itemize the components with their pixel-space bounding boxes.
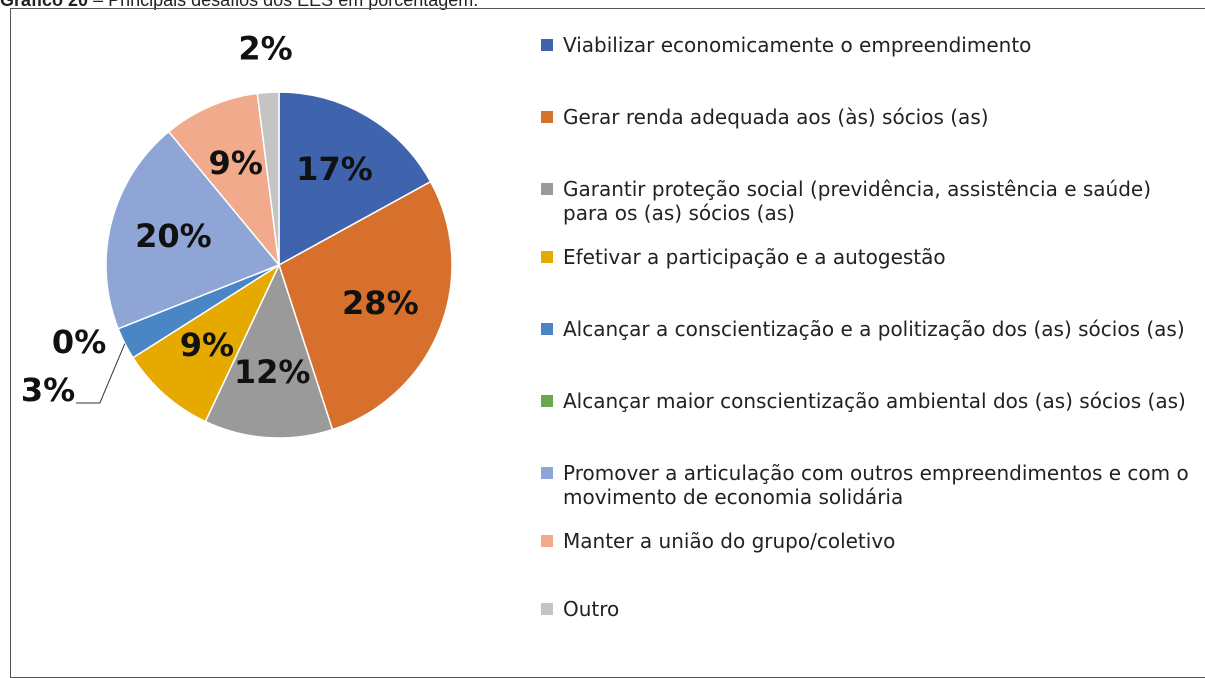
legend-label: Promover a articulação com outros empree… [563, 461, 1189, 509]
title-block: Gráfico 20 – Principais desafios dos EES… [0, 0, 478, 11]
legend-entry: Promover a articulação com outros empree… [541, 461, 1191, 509]
data-label: 2% [238, 29, 292, 67]
legend-label: Gerar renda adequada aos (às) sócios (as… [563, 105, 989, 129]
legend-label: Garantir proteção social (previdência, a… [563, 177, 1152, 225]
legend-entry: Efetivar a participação e a autogestão [541, 245, 1191, 269]
pie-slice [105, 130, 281, 330]
legend-swatch [541, 535, 553, 547]
legend-entry: Manter a união do grupo/coletivo [541, 529, 1191, 553]
data-label: 9% [209, 144, 263, 182]
legend-swatch [541, 111, 553, 123]
legend-entry: Garantir proteção social (previdência, a… [541, 177, 1191, 225]
legend-entry: Alcançar maior conscientização ambiental… [541, 389, 1191, 413]
legend-entry: Viabilizar economicamente o empreendimen… [541, 33, 1191, 57]
data-label: 0% [52, 323, 106, 361]
data-label: 28% [342, 284, 419, 322]
chart-title: – Principais desafios dos EES em porcent… [93, 0, 479, 10]
data-label: 17% [296, 150, 373, 188]
data-label: 20% [135, 217, 212, 255]
data-label: 12% [234, 353, 311, 391]
legend-entry: Outro [541, 597, 1191, 621]
data-label: 3% [21, 371, 75, 409]
legend-swatch [541, 183, 553, 195]
legend-swatch [541, 603, 553, 615]
legend-swatch [541, 39, 553, 51]
legend-swatch [541, 467, 553, 479]
chart: 17%28%12%9%3%0%20%9%2% [21, 29, 453, 439]
legend-label: Viabilizar economicamente o empreendimen… [563, 33, 1032, 57]
pie-slice [278, 91, 432, 267]
leader-line [76, 343, 126, 404]
legend-label: Alcançar a conscientização e a politizaç… [563, 317, 1185, 341]
legend-swatch [541, 323, 553, 335]
legend-swatch [541, 251, 553, 263]
pie-slice [278, 180, 453, 431]
pie-slice [204, 262, 334, 439]
legend-label: Manter a união do grupo/coletivo [563, 529, 896, 553]
pie-slice [131, 262, 281, 423]
pie-slice [167, 92, 281, 268]
data-label: 9% [180, 326, 234, 364]
legend-swatch [541, 395, 553, 407]
legend-label: Outro [563, 597, 620, 621]
legend-entry: Gerar renda adequada aos (às) sócios (as… [541, 105, 1191, 129]
legend-label: Alcançar maior conscientização ambiental… [563, 389, 1186, 413]
legend-entry: Alcançar a conscientização e a politizaç… [541, 317, 1191, 341]
pie-slice [256, 91, 280, 266]
legend-label: Efetivar a participação e a autogestão [563, 245, 946, 269]
title-label: Gráfico 20 [0, 0, 89, 10]
